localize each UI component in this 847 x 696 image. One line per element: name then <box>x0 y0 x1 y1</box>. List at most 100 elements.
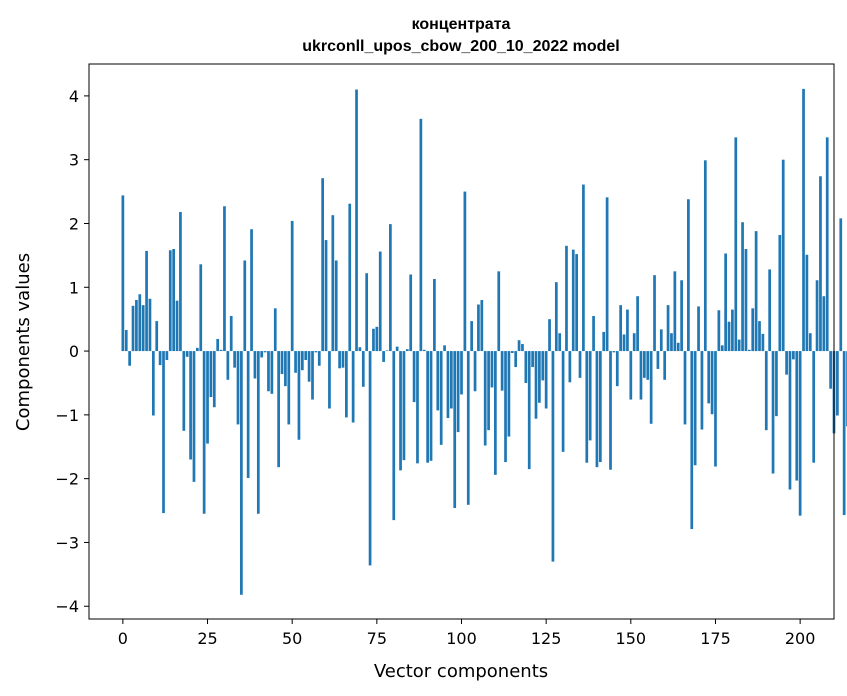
bar-196 <box>785 351 788 375</box>
bar-36 <box>243 260 247 352</box>
bar-29 <box>219 349 223 352</box>
bar-105 <box>477 304 480 352</box>
bar-91 <box>429 351 433 461</box>
bar-189 <box>761 333 765 352</box>
bar-194 <box>778 234 782 352</box>
bar-153 <box>639 351 643 400</box>
bar-71 <box>361 351 365 387</box>
bar-25 <box>206 351 209 444</box>
bar-10 <box>155 321 159 352</box>
bar-94 <box>439 351 443 445</box>
bar-75 <box>375 326 379 352</box>
bar-175 <box>714 351 717 467</box>
bar-40 <box>256 351 260 514</box>
bar-184 <box>744 249 748 352</box>
bar-158 <box>656 351 660 369</box>
bar-59 <box>321 178 325 352</box>
bar-198 <box>792 351 795 360</box>
bar-156 <box>649 351 653 424</box>
x-tick-label: 125 <box>531 629 562 648</box>
bar-52 <box>297 351 301 440</box>
bar-12 <box>162 351 165 514</box>
y-tick-label: 2 <box>69 214 79 233</box>
bar-152 <box>636 296 639 352</box>
bar-39 <box>253 351 257 379</box>
bar-129 <box>558 333 562 352</box>
bar-133 <box>571 249 575 352</box>
bar-83 <box>402 351 406 461</box>
bar-108 <box>487 351 490 431</box>
bar-164 <box>676 342 680 352</box>
bar-28 <box>216 338 220 352</box>
bar-144 <box>609 351 612 470</box>
bar-151 <box>632 333 636 352</box>
bar-179 <box>727 321 731 352</box>
bar-60 <box>324 240 328 352</box>
bar-166 <box>683 351 687 425</box>
bar-146 <box>615 351 619 387</box>
bar-140 <box>595 351 599 468</box>
bar-204 <box>812 351 816 463</box>
bar-56 <box>311 351 314 400</box>
bar-97 <box>449 351 453 409</box>
bar-177 <box>720 345 724 352</box>
bar-168 <box>690 351 694 530</box>
bar-211 <box>836 351 839 416</box>
bar-42 <box>263 351 267 353</box>
bar-206 <box>819 176 822 352</box>
bar-187 <box>754 231 758 352</box>
bar-116 <box>514 351 518 368</box>
bar-138 <box>588 351 592 441</box>
bar-74 <box>372 328 375 352</box>
bar-122 <box>534 351 538 419</box>
bar-45 <box>273 308 277 352</box>
bar-197 <box>788 351 792 490</box>
x-axis-ticks: 0 25 50 75 100 125 150 175 200 <box>118 619 815 648</box>
bar-69 <box>355 89 358 352</box>
bar-13 <box>165 351 169 360</box>
bar-155 <box>646 351 650 380</box>
bar-50 <box>290 220 294 352</box>
y-tick-label: 0 <box>69 342 79 361</box>
bar-161 <box>666 305 670 352</box>
bar-173 <box>707 351 711 404</box>
bar-98 <box>453 351 457 508</box>
bar-92 <box>433 278 436 352</box>
bar-125 <box>544 351 548 409</box>
bar-141 <box>598 351 602 463</box>
bar-163 <box>673 271 677 352</box>
bar-157 <box>653 275 656 352</box>
bar-159 <box>659 329 663 352</box>
bar-180 <box>731 309 734 352</box>
x-tick-label: 25 <box>197 629 217 648</box>
bar-205 <box>815 280 819 352</box>
bar-35 <box>240 351 243 595</box>
x-tick-label: 175 <box>700 629 731 648</box>
y-tick-label: −2 <box>55 470 79 489</box>
bar-63 <box>334 260 338 352</box>
bar-20 <box>189 351 192 460</box>
bar-102 <box>466 351 470 505</box>
bar-172 <box>703 160 707 352</box>
bar-191 <box>768 269 772 352</box>
bar-150 <box>629 351 633 400</box>
bar-199 <box>795 351 799 481</box>
bar-81 <box>395 346 399 352</box>
bar-209 <box>829 351 832 389</box>
bar-66 <box>345 351 348 418</box>
bar-176 <box>717 310 721 352</box>
bar-124 <box>541 351 545 381</box>
bar-200 <box>798 351 802 516</box>
bar-65 <box>341 351 345 368</box>
bar-112 <box>500 351 504 391</box>
bar-30 <box>223 206 226 352</box>
bar-103 <box>470 321 474 352</box>
y-tick-label: −4 <box>55 597 79 616</box>
bar-85 <box>409 274 413 352</box>
bar-120 <box>527 351 531 470</box>
bar-76 <box>378 251 382 352</box>
plot-frame <box>88 63 835 620</box>
bar-43 <box>267 351 270 392</box>
bar-104 <box>473 351 477 392</box>
